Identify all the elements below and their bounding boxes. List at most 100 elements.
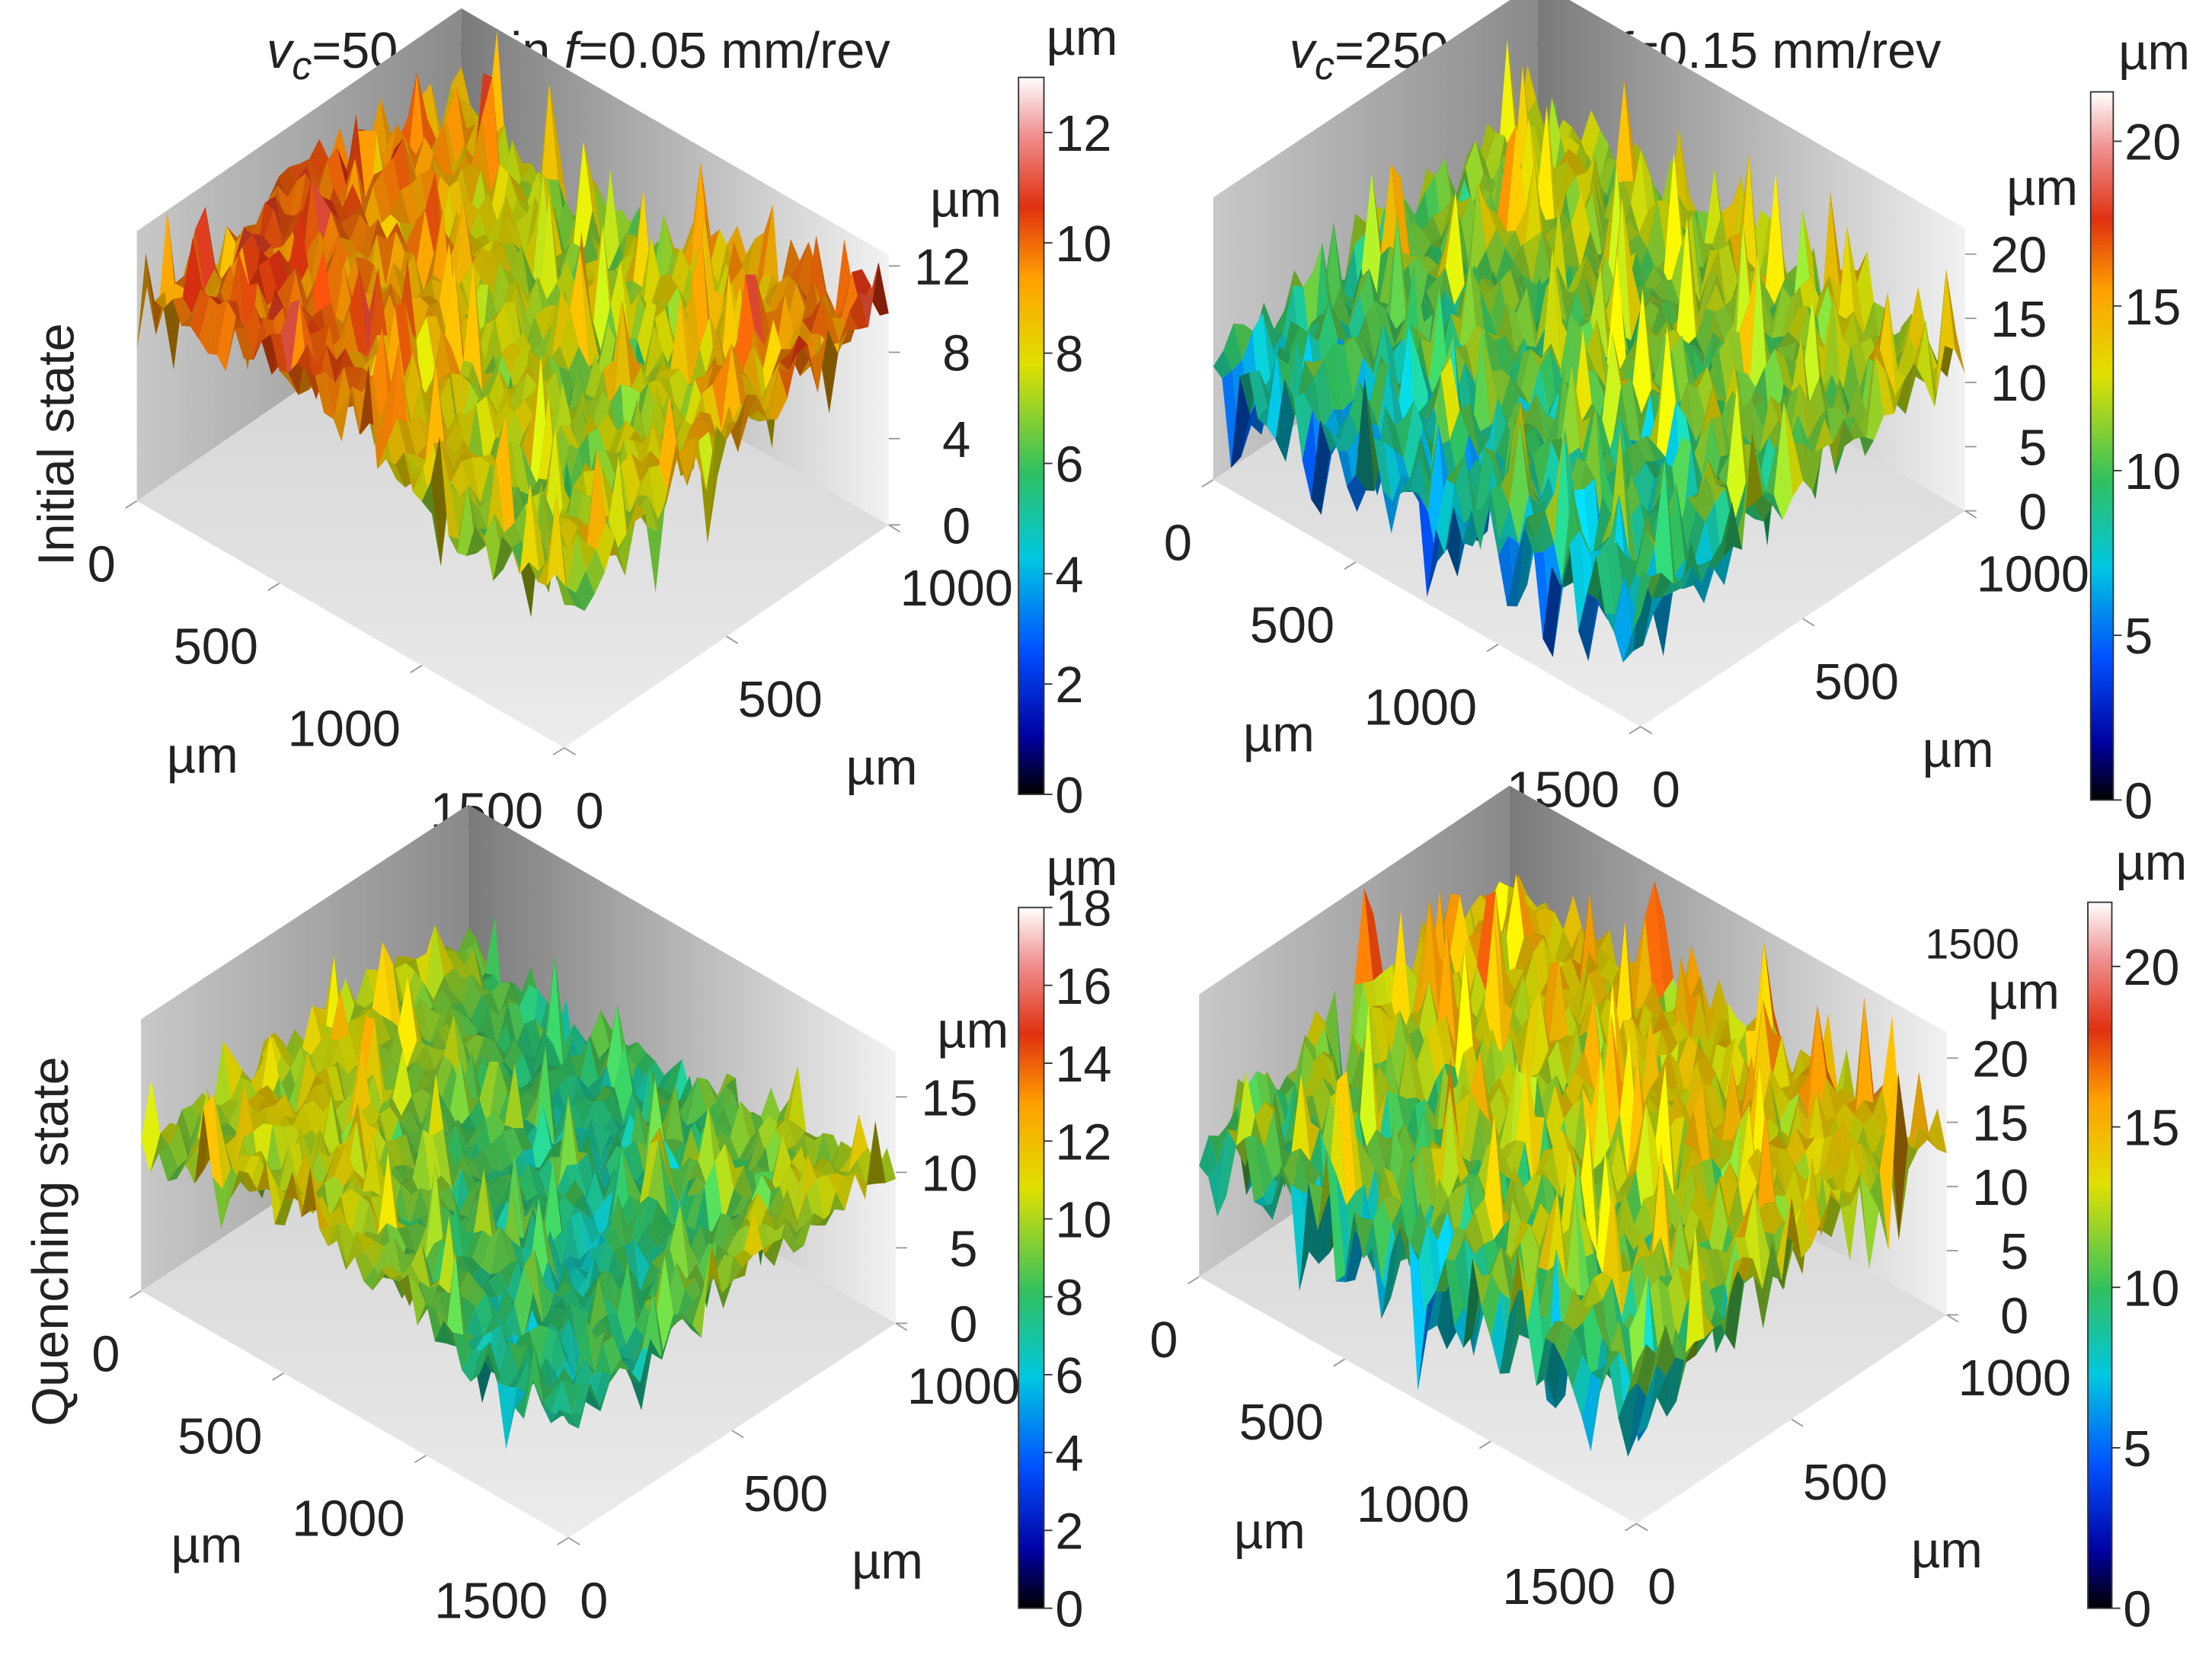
surface-cell	[1277, 338, 1297, 409]
surface-cell	[1631, 378, 1651, 442]
surface-cell	[489, 1176, 509, 1206]
surface-cell	[274, 1094, 295, 1119]
surface-cell	[1625, 142, 1645, 208]
surface-cell	[682, 1318, 702, 1338]
surface-cell	[482, 1142, 502, 1171]
surface-cell	[1875, 356, 1894, 416]
surface-cell	[163, 297, 183, 370]
surface-cell	[1622, 570, 1642, 663]
surface-cell	[1416, 387, 1436, 420]
surface-cell	[564, 1179, 584, 1206]
surface-cell	[590, 1143, 609, 1173]
surface-cell	[561, 421, 580, 450]
surface-cell	[311, 1039, 331, 1079]
surface-cell	[1765, 171, 1785, 305]
surface-cell	[442, 328, 462, 375]
surface-cell	[354, 1252, 374, 1282]
surface-cell	[332, 299, 352, 338]
surface-cell	[358, 334, 378, 364]
surface-cell	[794, 1212, 814, 1246]
surface-cell	[289, 209, 308, 287]
surface-cell	[1355, 377, 1375, 491]
surface-cell	[333, 1179, 353, 1245]
surface-cell	[1571, 190, 1590, 269]
surface-cell	[521, 244, 541, 302]
surface-cell	[1400, 455, 1420, 494]
surface-cell	[182, 238, 202, 314]
surface-cell	[673, 235, 692, 263]
surface-cell	[650, 371, 670, 409]
surface-cell	[1787, 340, 1807, 354]
surface-cell	[503, 1127, 523, 1164]
surface-cell	[1381, 1002, 1401, 1044]
surface-cell	[398, 976, 417, 1069]
z-tick-label: 12	[914, 239, 970, 296]
surface-cell	[453, 145, 473, 187]
surface-cell	[556, 462, 576, 581]
surface-cell	[555, 957, 574, 1078]
surface-cell	[369, 1152, 388, 1235]
surface-cell	[395, 1247, 415, 1276]
surface-cell	[425, 1044, 446, 1069]
surface-cell	[679, 429, 699, 456]
surface-cell	[313, 1098, 333, 1140]
surface-cell	[580, 1383, 599, 1414]
surface-cell	[1539, 477, 1558, 551]
surface-cell	[764, 1238, 784, 1267]
surface-cell	[713, 1275, 733, 1309]
colorbar-tick-label: 6	[1055, 437, 1083, 494]
surface-cell	[1395, 400, 1414, 459]
surface-cell	[558, 519, 578, 552]
surface-cell	[518, 364, 538, 385]
surface-cell	[582, 1211, 602, 1244]
surface-cell	[625, 1140, 645, 1185]
surface-cell	[622, 1146, 641, 1213]
surface-cell	[454, 945, 474, 979]
surface-cell	[1391, 909, 1411, 1044]
surface-cell	[433, 1129, 452, 1190]
surface-cell	[427, 1291, 447, 1324]
surface-cell	[1686, 382, 1706, 442]
surface-cell	[332, 386, 352, 442]
surface-cell	[676, 1262, 695, 1290]
surface-cell	[637, 300, 657, 369]
surface-cell	[1496, 229, 1516, 248]
surface-cell	[344, 366, 363, 407]
surface-cell	[686, 1264, 706, 1287]
surface-cell	[1584, 157, 1604, 224]
surface-cell	[470, 484, 490, 508]
colorbar-tick-label: 0	[1055, 768, 1083, 824]
surface-cell	[273, 209, 293, 247]
surface-cell	[158, 1145, 178, 1181]
surface-cell	[542, 290, 561, 374]
surface-cell	[420, 998, 440, 1043]
surface-cell	[338, 1221, 358, 1264]
surface-cell	[363, 1267, 383, 1291]
surface-cell	[590, 1382, 610, 1411]
surface-cell	[1258, 357, 1278, 407]
surface-cell	[707, 426, 727, 544]
surface-cell	[745, 274, 765, 347]
surface-cell	[487, 1297, 507, 1342]
y-tick	[731, 1430, 744, 1439]
y-tick	[564, 747, 577, 756]
surface-cell	[1417, 273, 1437, 327]
surface-cell	[1597, 158, 1617, 195]
surface-cell	[443, 440, 463, 482]
surface-cell	[753, 204, 773, 298]
surface-cell	[621, 1358, 641, 1383]
surface-cell	[1726, 385, 1746, 518]
surface-cell	[1692, 214, 1712, 310]
surface-cell	[1555, 192, 1575, 253]
surface-cell	[575, 1318, 595, 1379]
surface-cell	[591, 169, 611, 266]
surface-cell	[560, 426, 580, 451]
surface-cell	[1733, 432, 1753, 550]
surface-cell	[590, 1010, 610, 1059]
surface-cell	[270, 334, 290, 382]
surface-cell	[258, 258, 278, 307]
surface-cell	[387, 222, 407, 244]
surface-cell	[1536, 902, 1555, 922]
surface-cell	[381, 1015, 401, 1040]
